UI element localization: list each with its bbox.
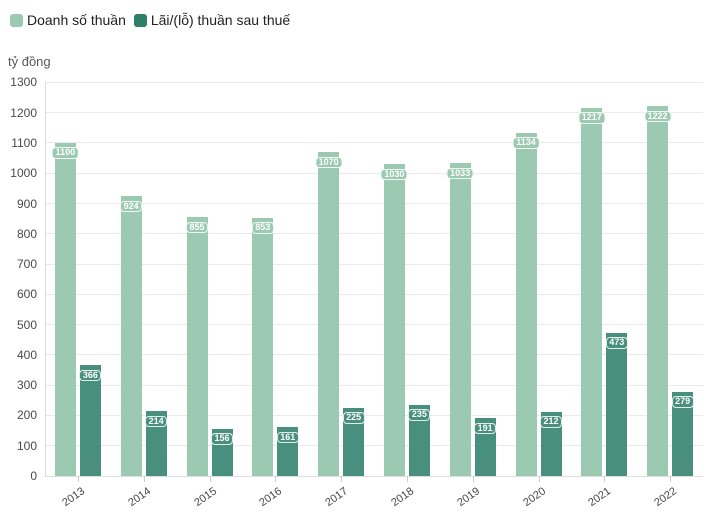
x-axis-label-2022: 2022 [652, 485, 680, 510]
y-axis-label-500: 500 [16, 317, 37, 332]
x-axis-tick-2017 [341, 476, 343, 482]
bar-value-label-2022-s0: 1222 [644, 110, 672, 123]
bar-value-label-2021-s1: 473 [605, 337, 628, 349]
x-axis-tick-2018 [406, 476, 408, 482]
bar-doanh-s-thu-n-2018 [383, 164, 405, 476]
bar-doanh-s-thu-n-2016 [252, 217, 274, 476]
bar-value-label-2016-s1: 161 [276, 431, 299, 444]
bar-doanh-s-thu-n-2021 [581, 107, 603, 476]
bar-value-label-2018-s1: 235 [408, 409, 431, 421]
x-axis-tick-2022 [670, 476, 672, 482]
y-axis-label-1000: 1000 [10, 166, 37, 181]
gridline-700 [45, 263, 703, 265]
bar-value-label-2013-s1: 366 [79, 369, 102, 382]
gridline-0 [45, 475, 703, 477]
bar-value-label-2019-s0: 1033 [446, 167, 474, 180]
bar-value-label-2015-s1: 156 [210, 433, 234, 445]
bar-l-i-l-thu-n-sau-thu--2017 [343, 407, 365, 476]
bar-value-label-2019-s1: 191 [474, 422, 497, 435]
x-axis-tick-2020 [538, 476, 540, 482]
bar-value-label-2014-s0: 924 [120, 200, 143, 213]
y-axis-line [45, 82, 46, 476]
bar-l-i-l-thu-n-sau-thu--2022 [672, 391, 694, 476]
bar-doanh-s-thu-n-2022 [647, 106, 669, 476]
y-axis-label-900: 900 [16, 196, 37, 211]
bar-doanh-s-thu-n-2013 [54, 142, 76, 476]
x-axis-label-2019: 2019 [454, 485, 482, 510]
gridline-400 [45, 354, 703, 356]
x-axis-tick-2014 [143, 476, 145, 482]
x-axis-tick-2016 [275, 476, 277, 482]
bar-value-label-2022-s1: 279 [671, 396, 694, 408]
gridline-300 [45, 384, 703, 386]
bar-value-label-2020-s1: 212 [539, 416, 563, 428]
bar-value-label-2016-s0: 853 [251, 222, 274, 234]
bar-value-label-2013-s0: 1100 [52, 147, 79, 159]
bar-value-label-2015-s0: 855 [185, 221, 209, 234]
x-axis-label-2018: 2018 [389, 485, 417, 510]
bar-value-label-2020-s0: 1134 [512, 137, 540, 149]
gridline-1200 [45, 112, 703, 114]
bar-l-i-l-thu-n-sau-thu--2013 [79, 365, 101, 476]
legend-item-net-revenue[interactable]: Doanh số thuần [10, 12, 126, 28]
y-axis-unit-label: tỷ đồng [8, 54, 51, 69]
y-axis-label-200: 200 [16, 408, 37, 423]
bar-l-i-l-thu-n-sau-thu--2020 [540, 411, 562, 476]
bar-value-label-2017-s1: 225 [342, 412, 365, 424]
gridline-1300 [45, 81, 703, 83]
y-axis-label-1300: 1300 [10, 75, 37, 90]
x-axis-label-2016: 2016 [257, 485, 285, 510]
legend: Doanh số thuần Lãi/(lỗ) thuần sau thuế [10, 12, 298, 28]
bar-l-i-l-thu-n-sau-thu--2018 [408, 404, 430, 476]
x-axis-label-2020: 2020 [520, 485, 548, 510]
gridline-600 [45, 293, 703, 295]
legend-label-net-profit: Lãi/(lỗ) thuần sau thuế [150, 12, 291, 28]
bar-l-i-l-thu-n-sau-thu--2021 [606, 332, 628, 476]
y-axis-label-100: 100 [16, 438, 37, 453]
gridline-200 [45, 414, 703, 416]
bar-value-label-2017-s0: 1070 [315, 156, 343, 169]
y-axis-label-600: 600 [16, 287, 37, 302]
y-axis-label-0: 0 [30, 469, 37, 483]
bar-l-i-l-thu-n-sau-thu--2014 [145, 411, 167, 476]
legend-swatch-net-revenue-icon [10, 13, 23, 27]
bar-doanh-s-thu-n-2020 [515, 132, 537, 476]
gridline-500 [45, 324, 703, 326]
y-axis-label-700: 700 [16, 257, 37, 272]
gridline-900 [45, 203, 703, 204]
x-axis-tick-2019 [472, 476, 474, 482]
y-axis-label-1100: 1100 [11, 135, 37, 150]
y-axis-label-800: 800 [16, 226, 37, 241]
x-axis-label-2013: 2013 [60, 485, 88, 510]
legend-label-net-revenue: Doanh số thuần [27, 12, 126, 28]
bar-value-label-2014-s1: 214 [145, 415, 168, 428]
gridline-100 [45, 445, 703, 447]
x-axis-tick-2015 [209, 476, 211, 482]
y-axis-label-1200: 1200 [10, 105, 37, 120]
x-axis-label-2015: 2015 [191, 485, 219, 510]
y-axis-label-300: 300 [16, 378, 37, 393]
x-axis-label-2017: 2017 [323, 485, 351, 510]
bar-doanh-s-thu-n-2015 [186, 217, 208, 476]
gridline-1100 [45, 142, 703, 144]
bar-doanh-s-thu-n-2017 [318, 152, 340, 476]
legend-swatch-net-profit-icon [133, 13, 147, 27]
x-axis-tick-2021 [604, 476, 606, 482]
x-axis-label-2014: 2014 [125, 485, 153, 510]
x-axis-label-2021: 2021 [586, 485, 614, 510]
y-axis-label-400: 400 [16, 347, 37, 362]
gridline-1000 [45, 172, 703, 174]
bar-value-label-2018-s0: 1030 [380, 168, 408, 181]
x-axis-tick-2013 [77, 476, 79, 482]
bar-value-label-2021-s0: 1217 [578, 112, 606, 124]
bar-doanh-s-thu-n-2019 [449, 163, 471, 476]
legend-item-net-profit[interactable]: Lãi/(lỗ) thuần sau thuế [133, 12, 291, 28]
gridline-800 [45, 233, 703, 235]
bar-doanh-s-thu-n-2014 [120, 196, 142, 476]
